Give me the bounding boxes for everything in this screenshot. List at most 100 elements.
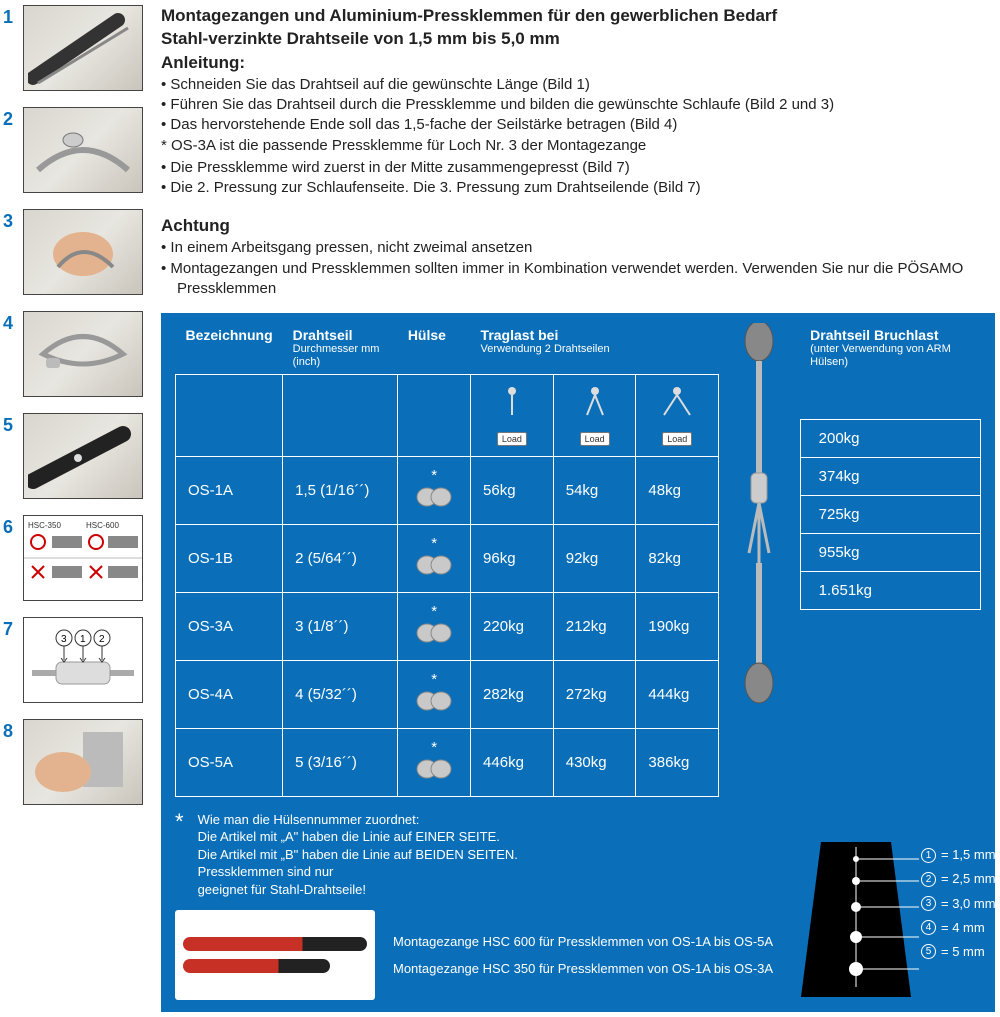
load-config-2: Load bbox=[553, 374, 636, 456]
cell-l1: 282kg bbox=[471, 660, 554, 728]
gauge-labels: 1= 1,5 mm - 2,0 mm 2= 2,5 mm - 2,8 mm 3=… bbox=[921, 845, 1000, 966]
footnote-line: Wie man die Hülsennummer zuordnet: bbox=[198, 811, 518, 829]
footnote-line: Die Artikel mit „A" haben die Linie auf … bbox=[198, 828, 518, 846]
warning-item: Montagezangen und Pressklemmen sollten i… bbox=[161, 259, 995, 300]
cell-hulse: * bbox=[398, 524, 471, 592]
step-3: 3 bbox=[5, 209, 147, 295]
instruction-item: Führen Sie das Drahtseil durch die Press… bbox=[161, 95, 995, 115]
step-image-4 bbox=[23, 311, 143, 397]
table-row: 955kg bbox=[800, 534, 980, 572]
svg-text:2: 2 bbox=[99, 634, 105, 645]
step-5: 5 bbox=[5, 413, 147, 499]
warning-item: In einem Arbeitsgang pressen, nicht zwei… bbox=[161, 238, 995, 258]
cell-l2: 272kg bbox=[553, 660, 636, 728]
col-drahtseil: Drahtseil Durchmesser mm (inch) bbox=[283, 323, 398, 374]
warning-heading: Achtung bbox=[161, 216, 995, 236]
cell-dia: 2 (5/64´´) bbox=[283, 524, 398, 592]
load-icon-row: Load Load Load bbox=[176, 374, 719, 456]
svg-text:1: 1 bbox=[80, 634, 86, 645]
cell-l2: 54kg bbox=[553, 456, 636, 524]
col-drahtseil-sub: Durchmesser mm (inch) bbox=[293, 343, 388, 369]
svg-text:3: 3 bbox=[61, 634, 67, 645]
step-number: 2 bbox=[3, 109, 13, 130]
step-number: 4 bbox=[3, 313, 13, 334]
load-badge: Load bbox=[580, 432, 610, 446]
table-row: OS-5A 5 (3/16´´) * 446kg 430kg 386kg bbox=[176, 728, 719, 796]
asterisk-icon: * bbox=[175, 811, 184, 833]
break-load-table: Drahtseil Bruchlast (unter Verwendung vo… bbox=[800, 323, 981, 610]
instructions-heading: Anleitung: bbox=[161, 53, 995, 73]
step-image-8 bbox=[23, 719, 143, 805]
step-2: 2 bbox=[5, 107, 147, 193]
footnote-line: Die Artikel mit „B" haben die Linie auf … bbox=[198, 846, 518, 864]
cell-name: OS-1A bbox=[176, 456, 283, 524]
page: 1 2 3 4 5 bbox=[0, 0, 1000, 1017]
cell-dia: 3 (1/8´´) bbox=[283, 592, 398, 660]
table-row: 1.651kg bbox=[800, 572, 980, 610]
instruction-item: Die Pressklemme wird zuerst in der Mitte… bbox=[161, 158, 995, 178]
cell-break: 955kg bbox=[800, 534, 980, 572]
cell-l2: 430kg bbox=[553, 728, 636, 796]
cell-break: 1.651kg bbox=[800, 572, 980, 610]
tool-text-2: Montagezange HSC 350 für Pressklemmen vo… bbox=[393, 960, 773, 978]
load-config-3: Load bbox=[636, 374, 719, 456]
cell-name: OS-3A bbox=[176, 592, 283, 660]
step-6: 6 HSC-350 HSC-600 bbox=[5, 515, 147, 601]
main-content: Montagezangen und Aluminium-Pressklemmen… bbox=[155, 0, 1000, 1017]
cell-name: OS-1B bbox=[176, 524, 283, 592]
gauge-label-5: = 5 mm bbox=[941, 942, 985, 962]
instruction-item: Schneiden Sie das Drahtseil auf die gewü… bbox=[161, 75, 995, 95]
table-row: 200kg bbox=[800, 420, 980, 458]
gauge-section: 1= 1,5 mm - 2,0 mm 2= 2,5 mm - 2,8 mm 3=… bbox=[791, 837, 981, 1002]
col-traglast: Traglast bei Verwendung 2 Drahtseilen bbox=[471, 323, 719, 374]
step-number: 5 bbox=[3, 415, 13, 436]
cell-dia: 4 (5/32´´) bbox=[283, 660, 398, 728]
tool-image bbox=[175, 910, 375, 1000]
table-wrap: Bezeichnung Drahtseil Durchmesser mm (in… bbox=[175, 323, 981, 796]
step-image-1 bbox=[23, 5, 143, 91]
col-break: Drahtseil Bruchlast (unter Verwendung vo… bbox=[800, 323, 980, 373]
tool-text-1: Montagezange HSC 600 für Pressklemmen vo… bbox=[393, 933, 773, 951]
footnote-text: Wie man die Hülsennummer zuordnet: Die A… bbox=[198, 811, 518, 899]
star-note: * OS-3A ist die passende Pressklemme für… bbox=[161, 136, 995, 156]
instructions-list: Schneiden Sie das Drahtseil auf die gewü… bbox=[161, 75, 995, 136]
step-image-2 bbox=[23, 107, 143, 193]
step-8: 8 bbox=[5, 719, 147, 805]
cell-l1: 220kg bbox=[471, 592, 554, 660]
cell-hulse: * bbox=[398, 592, 471, 660]
table-row: 725kg bbox=[800, 496, 980, 534]
col-hulse: Hülse bbox=[398, 323, 471, 374]
step-number: 1 bbox=[3, 7, 13, 28]
svg-text:HSC-350: HSC-350 bbox=[28, 521, 61, 530]
cell-l1: 446kg bbox=[471, 728, 554, 796]
load-config-1: Load bbox=[471, 374, 554, 456]
table-row: OS-1B 2 (5/64´´) * 96kg 92kg 82kg bbox=[176, 524, 719, 592]
col-break-label: Drahtseil Bruchlast bbox=[810, 327, 938, 343]
cell-l1: 56kg bbox=[471, 456, 554, 524]
step-image-6: HSC-350 HSC-600 bbox=[23, 515, 143, 601]
step-number: 7 bbox=[3, 619, 13, 640]
step-4: 4 bbox=[5, 311, 147, 397]
cell-hulse: * bbox=[398, 728, 471, 796]
table-row: OS-1A 1,5 (1/16´´) * 56kg 54kg 48kg bbox=[176, 456, 719, 524]
gauge-label-2: = 2,5 mm - 2,8 mm bbox=[941, 869, 1000, 889]
cell-hulse: * bbox=[398, 660, 471, 728]
cell-l3: 386kg bbox=[636, 728, 719, 796]
step-number: 6 bbox=[3, 517, 13, 538]
load-badge: Load bbox=[497, 432, 527, 446]
tool-descriptions: Montagezange HSC 600 für Pressklemmen vo… bbox=[393, 933, 773, 978]
gauge-label-3: = 3,0 mm - 3,5 mm bbox=[941, 894, 1000, 914]
warnings-list: In einem Arbeitsgang pressen, nicht zwei… bbox=[161, 238, 995, 299]
gauge-label-4: = 4 mm bbox=[941, 918, 985, 938]
footnote-line: Pressklemmen sind nur bbox=[198, 863, 518, 881]
cell-l3: 48kg bbox=[636, 456, 719, 524]
table-row: OS-4A 4 (5/32´´) * 282kg 272kg 444kg bbox=[176, 660, 719, 728]
page-subtitle: Stahl-verzinkte Drahtseile von 1,5 mm bi… bbox=[161, 28, 995, 51]
cell-hulse: * bbox=[398, 456, 471, 524]
cell-l3: 444kg bbox=[636, 660, 719, 728]
table-row: 374kg bbox=[800, 458, 980, 496]
spec-panel: Bezeichnung Drahtseil Durchmesser mm (in… bbox=[161, 313, 995, 1012]
step-number: 3 bbox=[3, 211, 13, 232]
cell-name: OS-4A bbox=[176, 660, 283, 728]
instructions-list-2: Die Pressklemme wird zuerst in der Mitte… bbox=[161, 158, 995, 199]
